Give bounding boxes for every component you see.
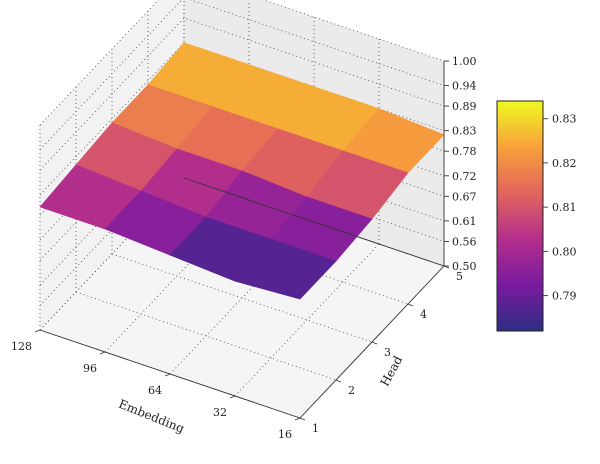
z-tick-label: 1.00 [452, 55, 477, 68]
floor-grid-line [147, 215, 409, 305]
z-tick-label: 0.50 [452, 260, 477, 273]
y-tick-label: 5 [456, 270, 463, 283]
colorbar-tick-label: 0.81 [552, 201, 577, 214]
x-tick-mark [229, 395, 236, 399]
x-tick-mark [294, 417, 301, 421]
x-tick-label: 128 [11, 340, 32, 353]
axis-ticks: 128 96 64 32 16 1 2 3 4 50.50 0.56 0.61 0.67 0.72 0.78… [11, 55, 477, 441]
colorbar-gradient [496, 100, 544, 332]
x-tick-label: 64 [148, 384, 162, 397]
y-tick-label: 2 [348, 384, 355, 397]
colorbar-tick-label: 0.83 [552, 113, 577, 126]
colorbar-tick-label: 0.82 [552, 157, 577, 170]
colorbar-tick-label: 0.79 [552, 290, 577, 303]
z-tick-label: 0.67 [452, 190, 477, 203]
y-tick-mark [371, 341, 378, 345]
z-grid-line [39, 17, 445, 171]
x-tick-label: 32 [213, 406, 227, 419]
floor-grid-line [169, 221, 315, 375]
x-tick-label: 96 [83, 362, 97, 375]
z-tick-label: 0.94 [452, 80, 477, 93]
x-axis-label: Embedding [117, 397, 187, 436]
z-tick-label: 0.83 [452, 125, 477, 138]
x-tick-mark [164, 373, 171, 377]
z-tick-label: 0.72 [452, 170, 477, 183]
x-tick-label: 16 [278, 428, 292, 441]
y-tick-mark [335, 379, 342, 383]
surface-cell [234, 238, 337, 300]
colorbar: 0.79 0.80 0.81 0.82 0.83 [496, 100, 577, 332]
floor-grid-line [111, 253, 373, 343]
z-tick-label: 0.89 [452, 100, 477, 113]
floor-grid-line [75, 291, 337, 381]
y-tick-mark [299, 417, 306, 421]
y-axis-label: Head [378, 353, 406, 388]
colorbar-ticks: 0.79 0.80 0.81 0.82 0.83 [543, 113, 577, 303]
colorbar-tick-label: 0.80 [552, 245, 577, 258]
z-tick-label: 0.78 [452, 145, 477, 158]
y-tick-label: 1 [312, 422, 319, 435]
x-axis-line-back [183, 177, 445, 267]
z-tick-label: 0.56 [452, 235, 477, 248]
y-tick-label: 4 [420, 308, 427, 321]
y-tick-mark [407, 303, 414, 307]
surface-plot [39, 42, 445, 300]
floor-grid-line [234, 243, 380, 397]
z-grid-line [39, 0, 445, 126]
z-grid-line [39, 0, 445, 150]
z-tick-label: 0.61 [452, 215, 477, 228]
y-tick-label: 3 [384, 346, 391, 359]
x-tick-mark [34, 329, 41, 333]
x-tick-mark [99, 351, 106, 355]
